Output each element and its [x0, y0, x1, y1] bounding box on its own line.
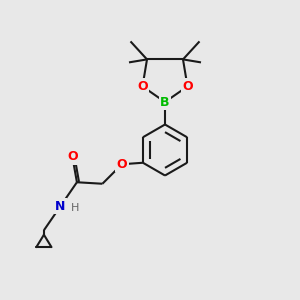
Text: O: O	[117, 158, 127, 171]
Text: O: O	[67, 150, 78, 163]
Text: B: B	[160, 95, 170, 109]
Text: O: O	[182, 80, 193, 93]
Text: H: H	[71, 203, 80, 213]
Text: O: O	[137, 80, 148, 93]
Text: N: N	[55, 200, 66, 213]
